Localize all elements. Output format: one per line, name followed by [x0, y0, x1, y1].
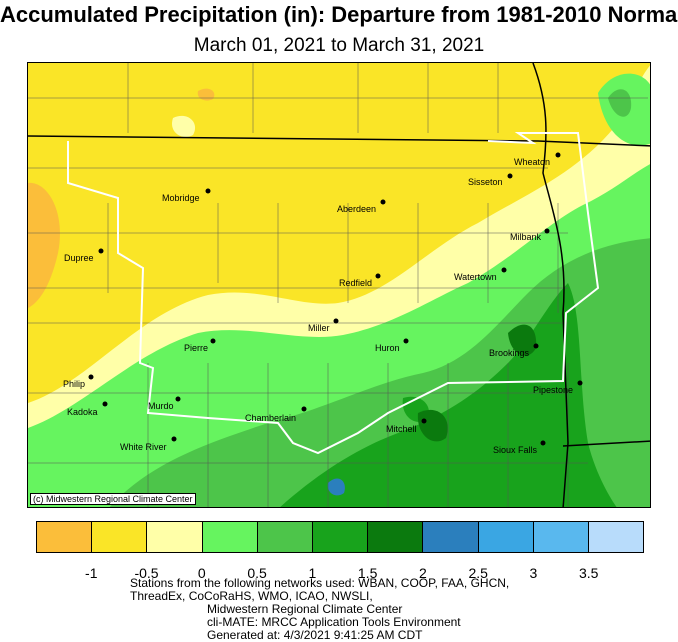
departure-region-very-dry	[28, 182, 60, 308]
city-dot	[210, 338, 216, 344]
city-dot	[501, 267, 507, 273]
city-dot	[333, 318, 339, 324]
city-dot	[533, 343, 539, 349]
legend-tick-label: 2.5	[468, 565, 488, 581]
legend-tick-label: 3	[529, 565, 538, 581]
city-dot	[175, 396, 181, 402]
city-label: Chamberlain	[245, 413, 296, 423]
county-lines	[28, 63, 648, 507]
legend-swatch	[92, 522, 148, 552]
footer-line: Midwestern Regional Climate Center	[207, 602, 403, 616]
city-markers: Mobridge Aberdeen Sisseton Wheaton Milba…	[63, 152, 583, 455]
city-dot	[380, 199, 386, 205]
city-label: Pipestone	[533, 385, 573, 395]
city-dot	[507, 173, 513, 179]
city-dot	[375, 273, 381, 279]
city-label: Huron	[375, 343, 400, 353]
forecast-area-outline	[67, 132, 600, 455]
city-label: Sioux Falls	[493, 445, 538, 455]
legend-ticks: -1 -0.5 0 0.5 1 1.5 2 2.5 3 3.5	[0, 565, 678, 581]
footer-line: cli-MATE: MRCC Application Tools Environ…	[207, 615, 461, 629]
legend-swatch	[533, 522, 589, 552]
city-dot	[540, 440, 546, 446]
city-label: Miller	[308, 323, 330, 333]
city-label: Aberdeen	[337, 204, 376, 214]
legend-swatch	[478, 522, 534, 552]
city-dot	[544, 228, 550, 234]
departure-region-wettest	[417, 409, 448, 442]
map-title: Accumulated Precipitation (in): Departur…	[0, 2, 678, 27]
footer-line: ThreadEx, CoCoRaHS, WMO, ICAO, NWSLI,	[130, 589, 373, 603]
color-legend	[36, 521, 644, 553]
city-label: White River	[120, 442, 167, 452]
city-dot	[577, 380, 583, 386]
city-dot	[421, 418, 427, 424]
legend-tick-label: -0.5	[134, 565, 159, 581]
legend-tick-label: 3.5	[578, 565, 599, 581]
city-dot	[403, 338, 409, 344]
city-dot	[98, 248, 104, 254]
legend-swatch	[368, 522, 424, 552]
footer-line: Stations from the following networks use…	[130, 576, 510, 590]
city-label: Watertown	[454, 272, 497, 282]
city-dot	[205, 188, 211, 194]
legend-swatch	[423, 522, 479, 552]
city-label: Pierre	[184, 343, 208, 353]
legend-swatch	[312, 522, 369, 552]
credit-label: (c) Midwestern Regional Climate Center	[30, 493, 196, 505]
state-borders	[28, 63, 650, 507]
legend-tick-label: 2	[419, 565, 427, 581]
city-dot	[171, 436, 177, 442]
city-dot	[102, 401, 108, 407]
legend-swatch	[147, 522, 203, 552]
city-label: Wheaton	[514, 157, 550, 167]
city-label: Milbank	[510, 232, 542, 242]
city-label: Murdo	[148, 401, 174, 411]
city-label: Philip	[63, 379, 85, 389]
date-range: March 01, 2021 to March 31, 2021	[193, 35, 485, 56]
legend-swatch	[257, 522, 313, 552]
legend-tick-label: 1.5	[357, 565, 378, 581]
city-label: Mitchell	[386, 424, 417, 434]
precipitation-map: Mobridge Aberdeen Sisseton Wheaton Milba…	[27, 62, 651, 508]
legend-tick-label: 0.5	[247, 565, 267, 581]
legend-tick-label: -1	[85, 565, 98, 581]
map-canvas: Mobridge Aberdeen Sisseton Wheaton Milba…	[28, 63, 650, 507]
city-label: Mobridge	[162, 193, 200, 203]
city-dot	[88, 374, 94, 380]
footer-line: Generated at: 4/3/2021 9:41:25 AM CDT	[207, 628, 423, 642]
legend-swatch	[202, 522, 258, 552]
legend-tick-label: 0	[197, 565, 206, 581]
city-label: Kadoka	[67, 407, 98, 417]
city-label: Redfield	[339, 278, 372, 288]
legend-swatch	[588, 522, 644, 552]
legend-swatch	[37, 522, 93, 552]
city-dot	[555, 152, 561, 158]
city-label: Brookings	[489, 348, 530, 358]
city-label: Sisseton	[468, 177, 503, 187]
legend-tick-label: 1	[308, 565, 317, 581]
city-dot	[301, 406, 307, 412]
city-label: Dupree	[64, 253, 94, 263]
